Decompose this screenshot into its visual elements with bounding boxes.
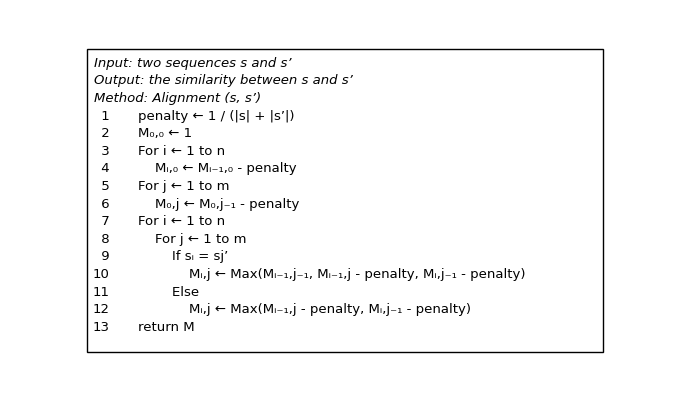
Text: Method: Alignment (s, s’): Method: Alignment (s, s’): [94, 92, 261, 105]
Text: Mᵢ,j ← Max(Mᵢ₋₁,j₋₁, Mᵢ₋₁,j - penalty, Mᵢ,j₋₁ - penalty): Mᵢ,j ← Max(Mᵢ₋₁,j₋₁, Mᵢ₋₁,j - penalty, M…: [121, 268, 525, 281]
FancyBboxPatch shape: [87, 50, 603, 352]
Text: For i ← 1 to n: For i ← 1 to n: [121, 215, 225, 228]
Text: 3: 3: [96, 145, 109, 158]
Text: 10: 10: [92, 268, 109, 281]
Text: Mᵢ,j ← Max(Mᵢ₋₁,j - penalty, Mᵢ,j₋₁ - penalty): Mᵢ,j ← Max(Mᵢ₋₁,j - penalty, Mᵢ,j₋₁ - pe…: [121, 303, 471, 316]
Text: Input: two sequences s and s’: Input: two sequences s and s’: [94, 57, 291, 70]
Text: 7: 7: [96, 215, 109, 228]
Text: For j ← 1 to m: For j ← 1 to m: [121, 233, 246, 246]
Text: return M: return M: [121, 321, 194, 334]
Text: 11: 11: [92, 285, 109, 299]
Text: Else: Else: [121, 285, 199, 299]
Text: 5: 5: [96, 180, 109, 193]
Text: 2: 2: [96, 127, 109, 140]
Text: 12: 12: [92, 303, 109, 316]
Text: 8: 8: [96, 233, 109, 246]
Text: 6: 6: [96, 198, 109, 211]
Text: For j ← 1 to m: For j ← 1 to m: [121, 180, 229, 193]
Text: 4: 4: [96, 162, 109, 175]
Text: 9: 9: [96, 251, 109, 264]
Text: 1: 1: [96, 110, 109, 123]
Text: If sᵢ = sj’: If sᵢ = sj’: [121, 251, 228, 264]
Text: Output: the similarity between s and s’: Output: the similarity between s and s’: [94, 74, 353, 87]
Text: 13: 13: [92, 321, 109, 334]
Text: M₀,₀ ← 1: M₀,₀ ← 1: [121, 127, 192, 140]
Text: penalty ← 1 / (|s| + |s’|): penalty ← 1 / (|s| + |s’|): [121, 110, 295, 123]
Text: Mᵢ,₀ ← Mᵢ₋₁,₀ - penalty: Mᵢ,₀ ← Mᵢ₋₁,₀ - penalty: [121, 162, 297, 175]
Text: M₀,j ← M₀,j₋₁ - penalty: M₀,j ← M₀,j₋₁ - penalty: [121, 198, 299, 211]
Text: For i ← 1 to n: For i ← 1 to n: [121, 145, 225, 158]
